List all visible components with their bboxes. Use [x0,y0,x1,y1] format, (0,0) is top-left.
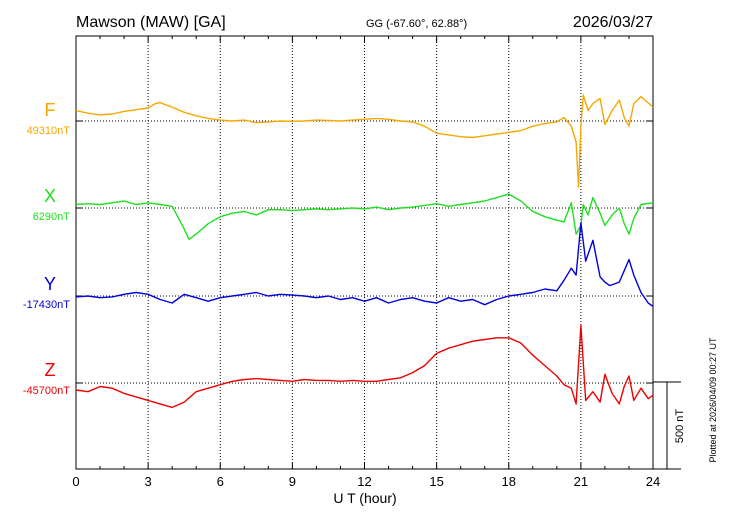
scale-bar: 500 nT [653,381,686,470]
tick-label-6: 6 [217,474,224,489]
component-label-F: F [45,100,56,120]
baseline-label-Z: -45700nT [23,385,70,397]
tick-label-0: 0 [72,474,79,489]
series-line-Y [75,222,654,307]
series-line-F [75,94,654,188]
component-label-Y: Y [44,274,56,294]
series-line-Z [75,324,654,409]
component-label-X: X [44,186,56,206]
plot-date: 2026/03/27 [573,14,653,31]
station-coords: GG (-67.60°, 62.88°) [366,18,467,30]
tick-label-18: 18 [502,474,516,489]
series-labels: F 49310nT X 6290nT Y -17430nT Z -45700nT [23,100,70,397]
series-line-X [75,193,654,241]
station-title: Mawson (MAW) [GA] [76,14,226,31]
component-label-Z: Z [45,360,56,380]
x-axis-ticks: 0 3 6 9 12 15 18 21 24 [72,36,660,489]
tick-label-21: 21 [574,474,588,489]
grid [147,36,582,469]
tick-label-15: 15 [429,474,443,489]
baseline-label-X: 6290nT [33,211,71,223]
tick-label-9: 9 [289,474,296,489]
tick-label-24: 24 [646,474,660,489]
plotted-timestamp: Plotted at 2026/04/09 00:27 UT [708,337,718,463]
series-baselines [76,120,653,384]
baseline-label-F: 49310nT [27,125,71,137]
tick-label-12: 12 [357,474,371,489]
scale-bar-label: 500 nT [674,409,686,444]
baseline-label-Y: -17430nT [23,299,70,311]
x-axis-label: U T (hour) [333,490,396,506]
series-lines [75,94,654,409]
tick-label-3: 3 [145,474,152,489]
